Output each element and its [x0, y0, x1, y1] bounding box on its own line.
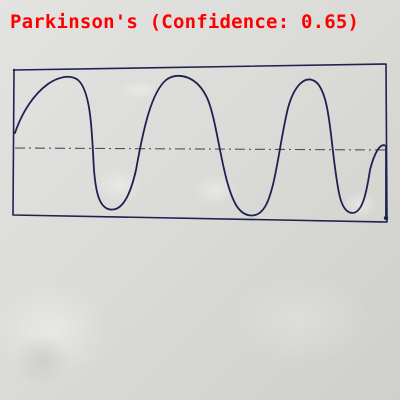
ink-dot — [384, 216, 388, 220]
ink-dot — [13, 69, 15, 71]
